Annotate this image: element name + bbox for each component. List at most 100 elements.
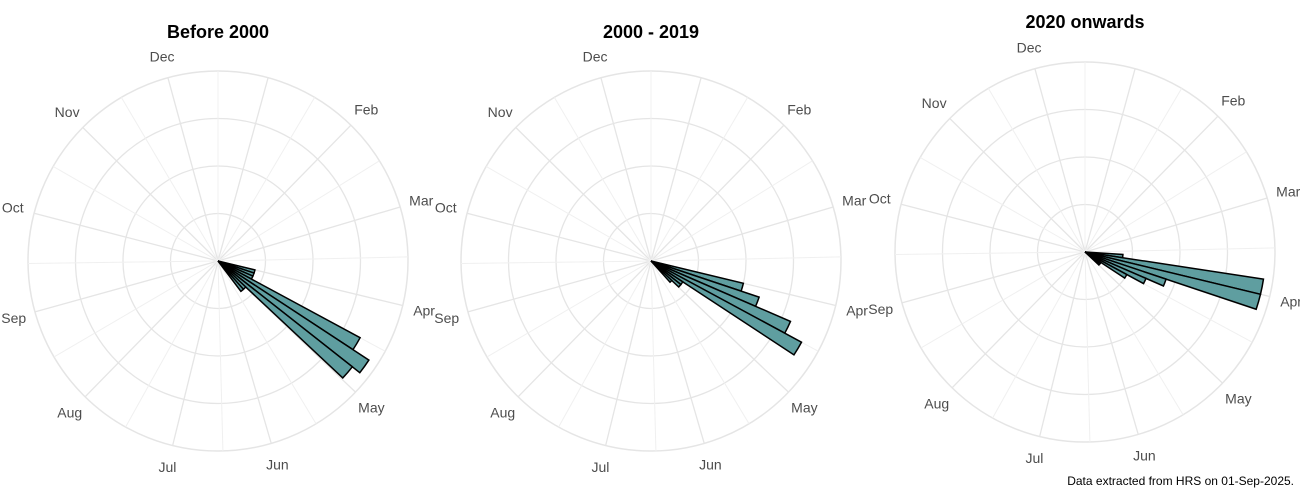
- grid-spoke-minor: [919, 157, 1086, 253]
- grid-spoke-major: [172, 260, 219, 446]
- grid-spoke-major: [1084, 197, 1268, 253]
- month-label: May: [791, 399, 817, 415]
- grid-spoke-minor: [1084, 88, 1183, 253]
- grid-spoke-minor: [1084, 151, 1247, 253]
- grid-spoke-major: [900, 203, 1086, 253]
- month-label: Apr: [1280, 294, 1300, 310]
- grid-spoke-major: [467, 260, 652, 313]
- grid-spoke-minor: [217, 260, 224, 451]
- month-label: Sep: [1, 310, 26, 326]
- panel-title: Before 2000: [167, 22, 269, 42]
- grid-spoke-minor: [52, 166, 219, 262]
- polar-bar: [650, 260, 673, 284]
- panel-2020-onwards: 2020 onwards Dec Feb Mar Apr May Jun Jul Aug Sep…: [868, 12, 1300, 466]
- month-label: Aug: [57, 405, 82, 421]
- grid-spoke-minor: [650, 260, 657, 451]
- month-label: Mar: [1276, 184, 1300, 200]
- grid-spoke-minor: [217, 256, 408, 262]
- grid-spoke-minor: [1084, 247, 1275, 253]
- month-label: Dec: [1017, 40, 1042, 56]
- grid-spoke-major: [1084, 115, 1219, 253]
- polar-bar: [217, 260, 370, 374]
- grid-spoke-minor: [486, 260, 652, 358]
- grid-spoke-major: [1084, 68, 1136, 253]
- month-label: Jul: [1025, 450, 1043, 466]
- month-label: Feb: [787, 101, 811, 117]
- month-label: Apr: [846, 303, 868, 319]
- bar-group: [650, 260, 803, 356]
- month-label: Mar: [842, 193, 866, 209]
- polar-bar: [217, 260, 245, 293]
- grid-spoke-minor: [120, 97, 219, 262]
- month-label: Jun: [266, 457, 289, 473]
- polar-grid: [894, 61, 1276, 443]
- month-label: Jul: [591, 459, 609, 475]
- grid-spoke-major: [517, 260, 652, 398]
- grid-spoke-major: [600, 77, 652, 262]
- grid-spoke-minor: [217, 160, 380, 262]
- grid-spoke-major: [1084, 251, 1223, 384]
- grid-spoke-major: [82, 127, 219, 262]
- grid-spoke-minor: [461, 260, 652, 264]
- month-label: Oct: [2, 200, 24, 216]
- grid-spoke-major: [1084, 251, 1139, 435]
- grid-spoke-minor: [650, 97, 749, 262]
- month-label: Dec: [150, 49, 175, 65]
- grid-spoke-major: [650, 206, 834, 262]
- panel-2000-2019: 2000 - 2019 Dec Feb Mar Apr May Jun Jul Aug Sep O…: [434, 22, 868, 475]
- grid-spoke-major: [901, 251, 1086, 304]
- month-label: Sep: [434, 310, 459, 326]
- month-labels: Dec Feb Mar Apr May Jun Jul Aug Sep Oct Nov: [434, 49, 868, 475]
- grid-spoke-minor: [558, 260, 652, 428]
- grid-spoke-major: [515, 127, 652, 262]
- grid-spoke-major: [217, 260, 272, 444]
- grid-spoke-major: [167, 77, 219, 262]
- data-source-caption: Data extracted from HRS on 01-Sep-2025.: [1067, 474, 1294, 488]
- polar-bar: [650, 260, 803, 356]
- grid-spoke-major: [217, 77, 269, 262]
- panel-title: 2020 onwards: [1025, 12, 1144, 32]
- month-label: Feb: [1221, 92, 1245, 108]
- grid-spoke-major: [1039, 251, 1086, 437]
- month-label: Nov: [55, 104, 80, 120]
- grid-spoke-minor: [28, 260, 219, 264]
- polar-bar: [217, 260, 354, 380]
- grid-spoke-minor: [485, 166, 652, 262]
- month-label: May: [358, 399, 384, 415]
- month-label: Nov: [922, 95, 947, 111]
- grid-spoke-major: [84, 260, 219, 398]
- grid-spoke-major: [650, 260, 705, 444]
- month-label: Oct: [435, 200, 457, 216]
- grid-spoke-major: [949, 118, 1086, 253]
- polar-bar: [1084, 251, 1101, 267]
- month-labels: Dec Feb Mar Apr May Jun Jul Aug Sep Oct Nov: [868, 40, 1300, 466]
- grid-spoke-minor: [53, 260, 219, 358]
- grid-spoke-minor: [650, 160, 813, 262]
- grid-spoke-minor: [650, 260, 750, 425]
- grid-spoke-major: [650, 77, 702, 262]
- month-labels: Feb Mar Apr May Jun Jul Aug Sep Oct Nov Dec: [1, 49, 435, 475]
- month-label: Oct: [869, 191, 891, 207]
- month-label: Nov: [488, 104, 513, 120]
- panel-before-2000: Before 2000 Feb Mar Apr May Jun Jul Aug Sep Oct N…: [1, 22, 435, 475]
- grid-spoke-minor: [895, 251, 1086, 255]
- grid-spoke-minor: [217, 97, 316, 262]
- month-label: May: [1225, 390, 1251, 406]
- grid-spoke-major: [34, 260, 219, 313]
- grid-spoke-major: [466, 212, 652, 262]
- month-label: Aug: [924, 396, 949, 412]
- grid-spoke-minor: [987, 88, 1086, 253]
- grid-spoke-major: [650, 124, 785, 262]
- grid-spoke-minor: [1084, 251, 1184, 416]
- panel-title: 2000 - 2019: [603, 22, 699, 42]
- grid-spoke-minor: [992, 251, 1086, 419]
- grid-spoke-minor: [650, 256, 841, 262]
- grid-spoke-major: [1034, 68, 1086, 253]
- bar-group: [217, 260, 370, 380]
- month-label: Dec: [583, 49, 608, 65]
- grid-spoke-major: [217, 124, 352, 262]
- month-label: Jul: [158, 459, 176, 475]
- grid-spoke-minor: [1084, 251, 1091, 442]
- grid-spoke-major: [217, 206, 401, 262]
